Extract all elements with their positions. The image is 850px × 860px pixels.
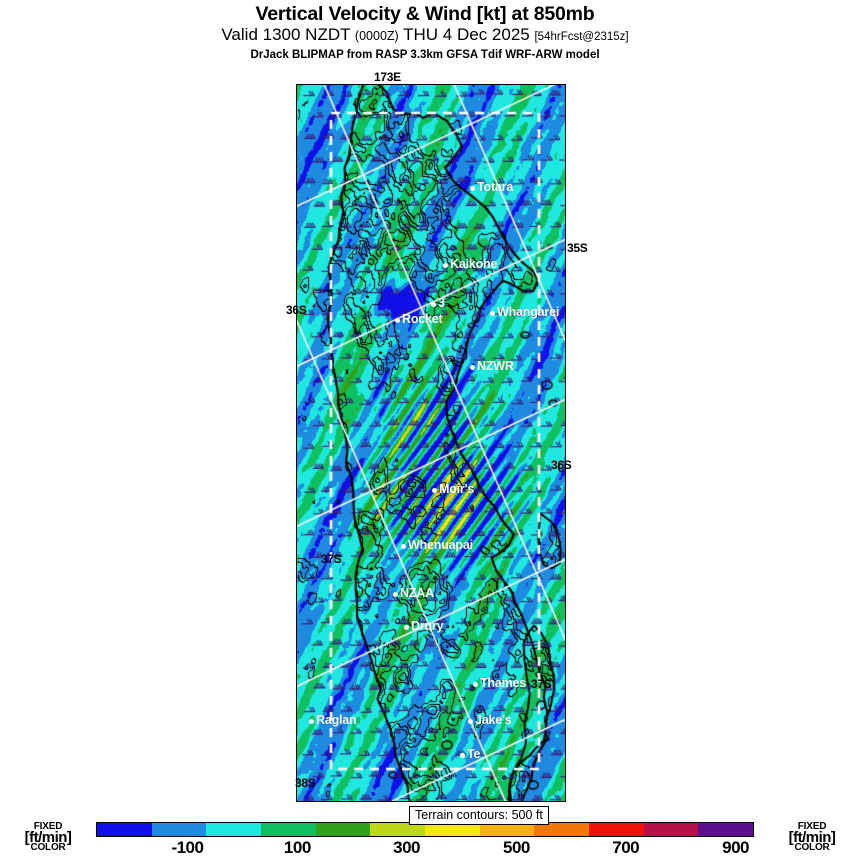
valid-date: THU 4 Dec 2025 (403, 25, 530, 44)
station-dot (460, 753, 465, 758)
model-source-line: DrJack BLIPMAP from RASP 3.3km GFSA Tdif… (250, 49, 600, 61)
station-label: Te (467, 747, 481, 761)
colorbar-segment-7 (479, 823, 535, 836)
station-dot (443, 263, 448, 268)
colorbar-units-left: [ft/min] (24, 829, 72, 846)
grid-label-36S: 36S (286, 303, 307, 317)
station-label: NZWR (477, 359, 514, 373)
valid-time-prefix: Valid 1300 NZDT (221, 25, 351, 44)
grid-label-37S: 37S (531, 677, 552, 691)
valid-time-line: Valid 1300 NZDT (0000Z) THU 4 Dec 2025 [… (0, 25, 850, 47)
colorbar-color-label-left: COLOR (30, 842, 66, 853)
station-dot (431, 302, 436, 307)
station-label: Raglan (316, 713, 357, 727)
colorbar-tick--100: -100 (171, 838, 204, 857)
grid-label-37S: 37S (321, 552, 342, 566)
title-block: Vertical Velocity & Wind [kt] at 850mb V… (0, 0, 850, 62)
station-dot (470, 186, 475, 191)
station-label: 3 (438, 296, 445, 310)
station-label: Thames (480, 676, 527, 690)
terrain-contour-legend: Terrain contours: 500 ft (409, 806, 549, 825)
colorbar-segment-3 (261, 823, 316, 836)
forecast-map[interactable] (296, 84, 566, 802)
map-raster (297, 85, 565, 801)
station-dot (393, 592, 398, 597)
colorbar-segment-0 (97, 823, 152, 836)
colorbar-tick-900: 900 (722, 838, 749, 857)
station-label: NZAA (400, 586, 434, 600)
valid-time-utc: (0000Z) (354, 29, 399, 43)
station-dot (490, 311, 495, 316)
colorbar-units-right: [ft/min] (788, 829, 836, 846)
grid-label-35S: 35S (567, 241, 588, 255)
page-title: Vertical Velocity & Wind [kt] at 850mb (255, 3, 595, 25)
station-dot (432, 488, 437, 493)
station-label: Kaikohe (450, 257, 498, 271)
colorbar-segment-5 (370, 823, 426, 836)
colorbar-region: FIXED [ft/min] COLOR -100 100 300 500 700 900… (0, 822, 850, 860)
station-label: Jake's (475, 713, 512, 727)
station-dot (404, 625, 409, 630)
station-label: Whenuapai (408, 538, 473, 552)
station-dot (470, 365, 475, 370)
colorbar-unit-left: FIXED [ft/min] COLOR (8, 822, 88, 860)
colorbar-segment-11 (698, 823, 754, 836)
colorbar-color-label-right: COLOR (794, 842, 830, 853)
station-label: Moir's (439, 482, 475, 496)
station-dot (395, 318, 400, 323)
colorbar-segment-8 (534, 823, 590, 836)
colorbar-tick-100: 100 (283, 838, 311, 857)
colorbar-segment-9 (589, 823, 644, 836)
grid-label-36S: 36S (551, 458, 572, 472)
colorbar-tick-300: 300 (393, 838, 420, 857)
colorbar-tick-700: 700 (612, 838, 640, 857)
grid-label-173E: 173E (374, 70, 401, 84)
forecast-tag: [54hrFcst@2315z] (534, 31, 629, 43)
station-dot (468, 719, 473, 724)
station-label: Rocket (402, 312, 443, 326)
station-label: Totara (477, 180, 514, 194)
colorbar-fixed-label-right: FIXED (797, 821, 827, 832)
station-dot (473, 682, 478, 687)
grid-label-38S: 38S (295, 776, 316, 790)
station-dot (309, 719, 314, 724)
colorbar-ticks: -100 100 300 500 700 900 (96, 838, 754, 860)
colorbar-tick-500: 500 (503, 838, 530, 857)
station-dot (401, 544, 406, 549)
colorbar-segment-6 (425, 823, 480, 836)
station-label: Whangarei (497, 305, 560, 319)
colorbar-unit-right: FIXED [ft/min] COLOR (772, 822, 850, 860)
colorbar-segment-4 (315, 823, 371, 836)
colorbar-fixed-label-left: FIXED (33, 821, 63, 832)
colorbar-segment-1 (151, 823, 207, 836)
colorbar-segment-2 (206, 823, 262, 836)
colorbar-segment-10 (643, 823, 699, 836)
station-label: Drury (411, 619, 444, 633)
colorbar-gradient (96, 822, 754, 837)
